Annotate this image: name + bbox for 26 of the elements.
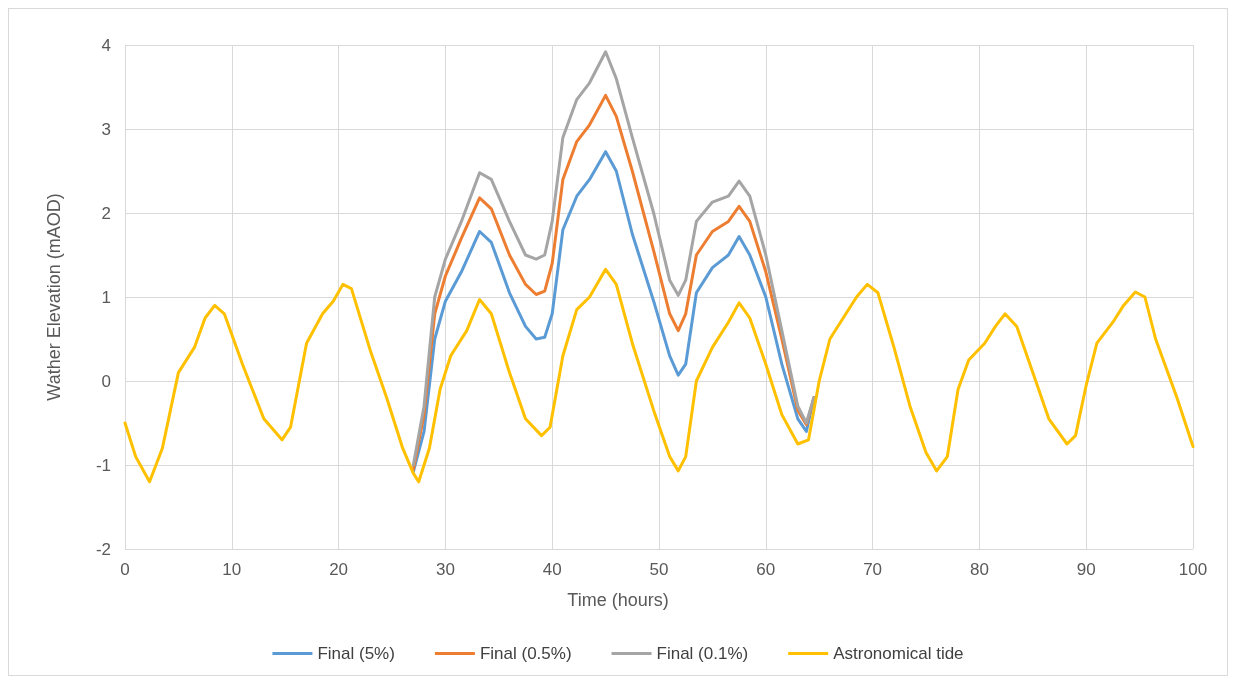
legend-label: Final (5%) [317, 644, 395, 663]
x-tick-label: 50 [649, 560, 669, 579]
y-tick-label: 1 [101, 287, 111, 307]
x-tick-label: 20 [329, 560, 349, 579]
y-tick-label: -1 [95, 455, 111, 475]
x-tick-label: 40 [542, 560, 562, 579]
legend-label: Final (0.5%) [479, 644, 572, 663]
y-tick-label: 4 [101, 35, 111, 55]
x-tick-label: 80 [969, 560, 989, 579]
legend-label: Final (0.1%) [656, 644, 749, 663]
y-tick-label: 0 [101, 371, 111, 391]
x-tick-label: 10 [222, 560, 242, 579]
line-series [123, 267, 1195, 484]
y-tick-label: 2 [101, 203, 111, 223]
x-tick-label: 60 [756, 560, 776, 579]
x-tick-label: 30 [435, 560, 455, 579]
y-axis-title: Wather Elevation (mAOD) [44, 193, 64, 401]
x-axis-title: Time (hours) [567, 590, 669, 610]
y-tick-label: -2 [95, 539, 111, 559]
x-tick-label: 0 [120, 560, 130, 579]
x-tick-label: 70 [863, 560, 883, 579]
legend-label: Astronomical tide [833, 644, 964, 663]
x-tick-label: 90 [1076, 560, 1096, 579]
y-tick-label: 3 [101, 119, 111, 139]
line-series [411, 150, 816, 474]
x-tick-label: 100 [1178, 560, 1208, 579]
